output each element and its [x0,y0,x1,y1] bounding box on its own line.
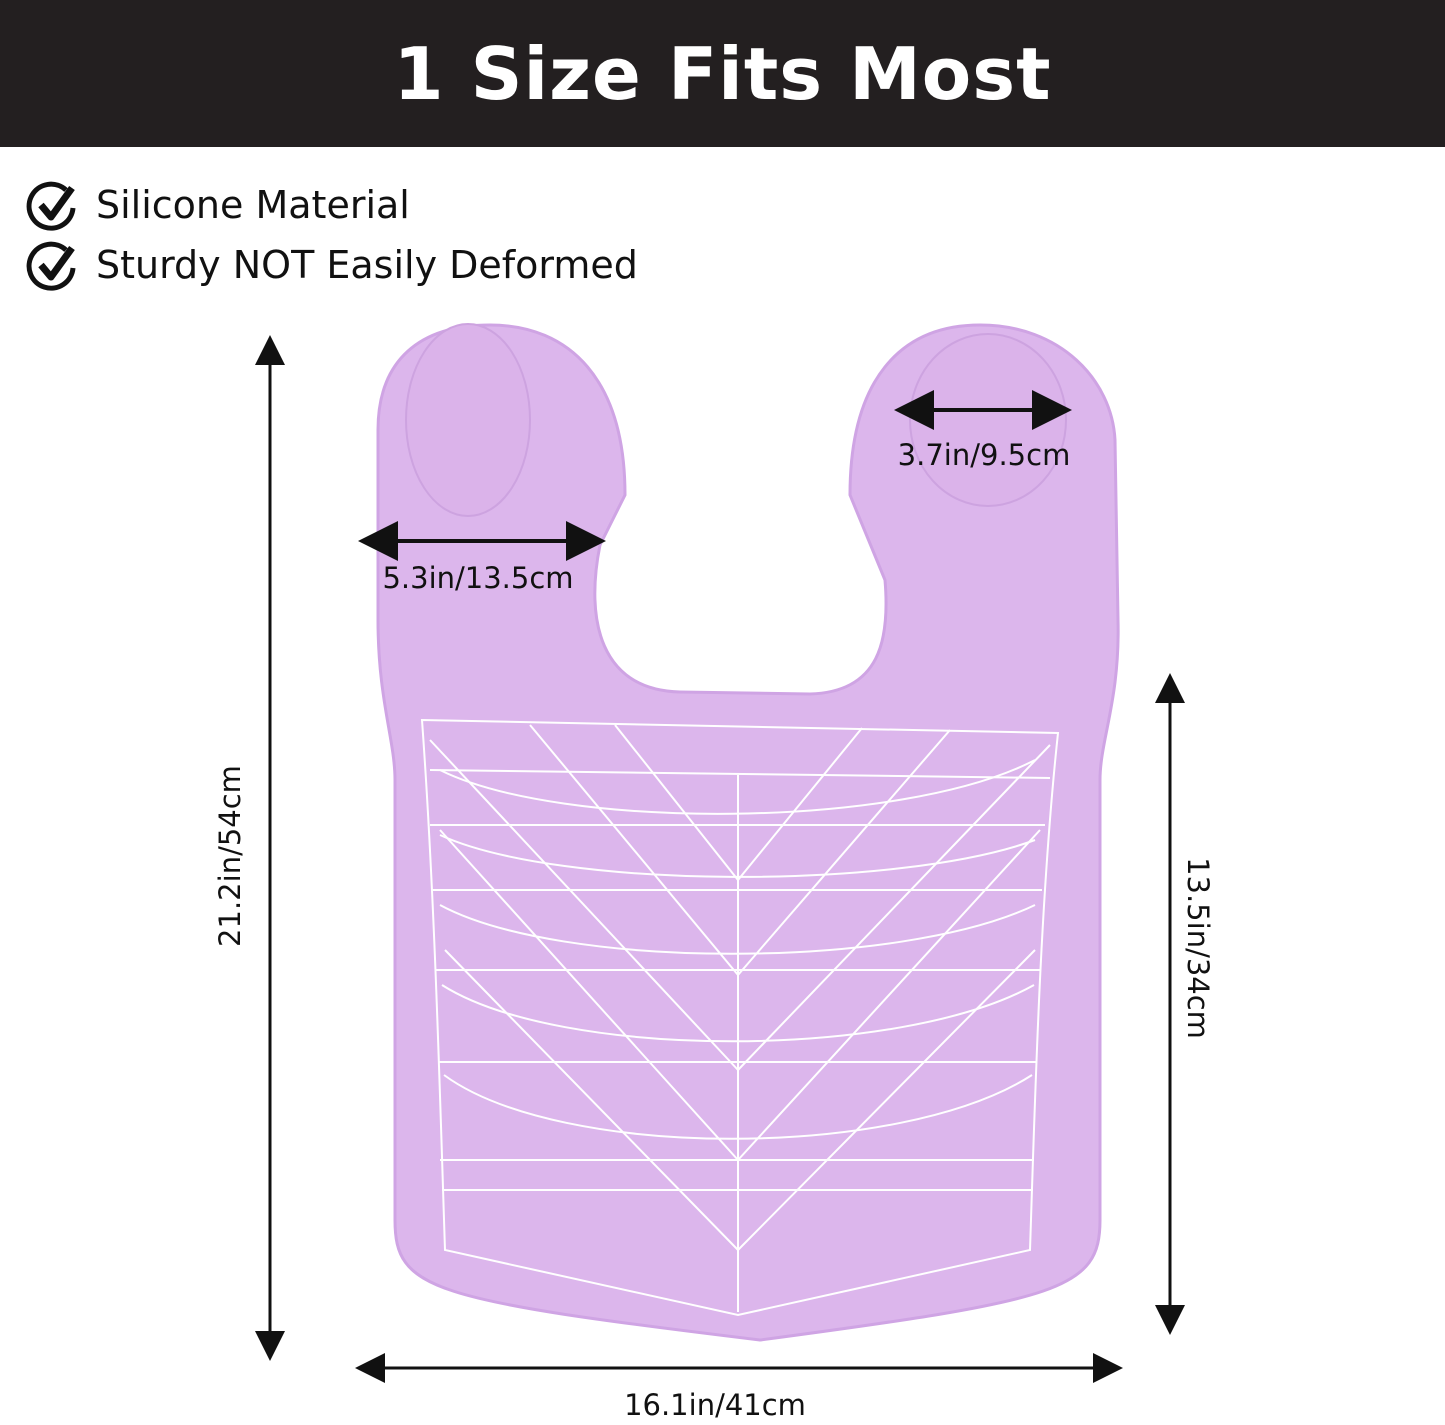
shoulder-circle [909,333,1067,507]
check-circle-icon [26,181,76,231]
check-circle-icon [26,241,76,291]
bib-shape [376,323,1120,1342]
feature-item: Sturdy NOT Easily Deformed [26,238,638,292]
body-length-label: 13.5in/34cm [1181,857,1215,1039]
dimension-arrows [255,335,1185,1383]
title-banner: 1 Size Fits Most [0,0,1445,147]
width-label: 16.1in/41cm [624,1388,806,1422]
total-length-label: 21.2in/54cm [213,765,247,947]
feature-text: Sturdy NOT Easily Deformed [96,243,638,287]
shoulder-circle [405,323,531,517]
pocket-pattern [420,718,1060,1317]
page-title: 1 Size Fits Most [393,31,1052,116]
feature-item: Silicone Material [26,178,410,232]
feature-text: Silicone Material [96,183,410,227]
shoulder-width-label: 5.3in/13.5cm [382,561,573,595]
circle-diameter-label: 3.7in/9.5cm [898,438,1071,472]
